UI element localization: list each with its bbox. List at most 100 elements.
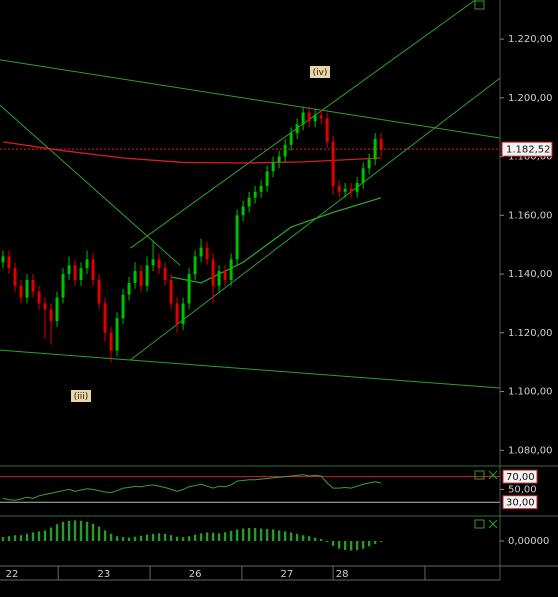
candle-body xyxy=(133,271,137,283)
moving-average xyxy=(170,197,382,284)
histogram-bar xyxy=(169,535,173,541)
candle-body xyxy=(121,294,125,319)
candle-body xyxy=(193,256,197,275)
histogram-bar xyxy=(67,520,71,541)
histogram-bar xyxy=(349,541,353,551)
histogram-bar xyxy=(49,527,53,541)
annotation: (iv) (iii) xyxy=(71,66,330,402)
candle-body xyxy=(181,303,185,325)
panel-icon[interactable] xyxy=(474,470,485,480)
candle-body xyxy=(205,247,209,260)
price-panel xyxy=(0,0,500,389)
panel-icon[interactable] xyxy=(474,519,485,529)
y-tick-label: 1.160,00 xyxy=(508,210,553,221)
candle-body xyxy=(79,268,83,280)
candle-body xyxy=(229,259,233,280)
histogram-bar xyxy=(85,521,89,541)
annotation-box xyxy=(71,390,91,402)
candle-body xyxy=(175,303,179,325)
histogram-bar xyxy=(73,520,77,541)
candle-body xyxy=(217,271,221,286)
panel-icon[interactable] xyxy=(474,0,485,10)
histogram-bar xyxy=(313,537,317,541)
histogram-bar xyxy=(211,532,215,541)
histogram-bar xyxy=(253,528,257,541)
moving-average xyxy=(2,141,382,164)
x-tick-label: 27 xyxy=(281,569,294,580)
last-price-label: 1.182,52 xyxy=(506,145,551,156)
histogram-bar xyxy=(343,541,347,551)
histogram-bar xyxy=(241,528,245,541)
histogram-bar xyxy=(25,533,29,541)
candle-body xyxy=(187,274,191,304)
axes: 1.080,00 1.100,00 1.120,00 1.140,00 1.160,00… xyxy=(0,0,558,581)
candle-body xyxy=(247,197,251,207)
histogram-bar xyxy=(127,537,131,541)
histogram-bar xyxy=(7,536,11,541)
x-tick-label: 22 xyxy=(6,569,19,580)
candle-body xyxy=(313,115,317,122)
level-label: 30,00 xyxy=(506,498,535,509)
histogram-bar xyxy=(97,526,101,541)
candle-body xyxy=(97,279,101,304)
candle-body xyxy=(1,256,5,263)
candle-body xyxy=(55,297,59,322)
candle-body xyxy=(49,309,53,322)
candle-body xyxy=(379,138,383,150)
histogram-bar xyxy=(331,541,335,546)
candle-body xyxy=(157,259,161,269)
y-tick-label: 0,00000 xyxy=(508,536,549,547)
candle-body xyxy=(151,259,155,266)
histogram-bar xyxy=(295,533,299,541)
candle-body xyxy=(343,188,347,192)
candle-body xyxy=(289,133,293,145)
histogram-bar xyxy=(61,521,65,541)
y-tick-label: 1.080,00 xyxy=(508,445,553,456)
candle-body xyxy=(163,268,167,280)
histogram-bar xyxy=(367,541,371,547)
histogram-bar xyxy=(229,530,233,541)
histogram-bar xyxy=(157,533,161,541)
candle-body xyxy=(211,259,215,286)
histogram-bar xyxy=(373,541,377,544)
trendline xyxy=(0,104,181,266)
y-tick-label: 1.100,00 xyxy=(508,387,553,398)
histogram-bar xyxy=(121,537,125,541)
histogram-bar xyxy=(109,533,113,541)
candle-body xyxy=(103,303,107,333)
histogram-bar xyxy=(271,529,275,541)
close-icon[interactable] xyxy=(488,519,498,529)
histogram-bar xyxy=(175,536,179,541)
candle-body xyxy=(283,144,287,157)
histogram-bar xyxy=(139,535,143,541)
candle-body xyxy=(301,112,305,125)
candle-body xyxy=(13,268,17,286)
candle-body xyxy=(19,285,23,298)
level-box xyxy=(502,495,538,510)
histogram-bar xyxy=(235,529,239,541)
candle-body xyxy=(277,156,281,163)
last-price-box xyxy=(501,141,553,157)
histogram-bar xyxy=(337,541,341,549)
histogram-bar xyxy=(277,530,281,541)
x-tick-label: 28 xyxy=(336,569,349,580)
candle-body xyxy=(73,265,77,280)
x-tick-label: 23 xyxy=(97,569,110,580)
candle-body xyxy=(307,112,311,122)
candle-body xyxy=(325,118,329,142)
histogram-bar xyxy=(55,524,59,541)
candle-body xyxy=(235,215,239,260)
histogram-bar xyxy=(265,529,269,541)
histogram-bar xyxy=(19,535,23,541)
histogram-bar xyxy=(91,523,95,541)
panel-icons[interactable] xyxy=(474,0,498,529)
candle-body xyxy=(109,332,113,351)
candle-body xyxy=(37,291,41,304)
histogram-bar xyxy=(361,541,365,549)
candle-body xyxy=(319,115,323,119)
candle-body xyxy=(169,279,173,304)
level-label: 70,00 xyxy=(506,472,535,483)
histogram-bar xyxy=(181,537,185,541)
candle-body xyxy=(7,256,11,269)
close-icon[interactable] xyxy=(488,470,498,480)
